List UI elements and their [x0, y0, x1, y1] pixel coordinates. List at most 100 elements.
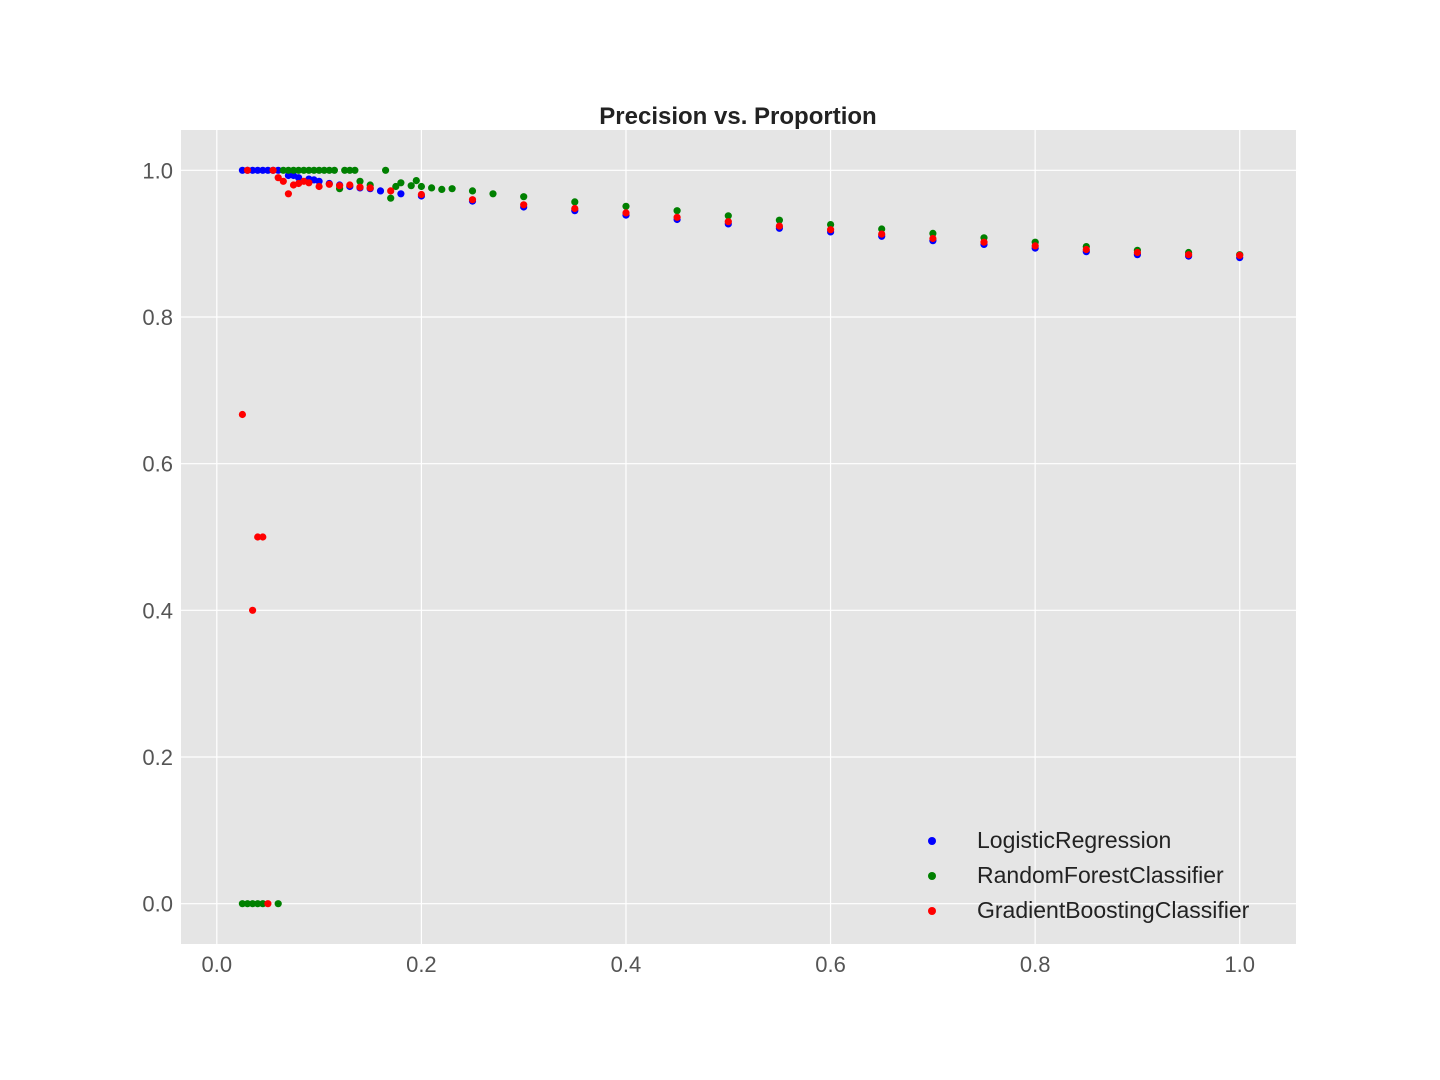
data-point [341, 166, 349, 174]
data-point [295, 174, 303, 182]
data-point [259, 900, 267, 908]
data-point [428, 184, 436, 192]
data-point [929, 229, 937, 237]
data-point [448, 185, 456, 193]
data-point [407, 182, 415, 190]
data-point [827, 221, 835, 229]
data-point [264, 166, 272, 174]
legend-label: RandomForestClassifier [977, 862, 1224, 888]
data-point [336, 182, 344, 190]
data-point [249, 166, 257, 174]
data-point [346, 181, 354, 189]
data-point [468, 187, 477, 195]
y-axis: 0.0 0.2 0.4 0.6 0.8 1.0 [142, 158, 173, 916]
data-point [468, 196, 477, 204]
data-point [387, 187, 395, 195]
data-point [254, 166, 262, 174]
data-point [279, 177, 287, 185]
data-point [351, 166, 359, 174]
data-point [295, 166, 303, 174]
data-point [980, 238, 988, 246]
data-point [1133, 248, 1141, 257]
data-point [673, 207, 681, 215]
data-point [356, 183, 364, 191]
data-point [305, 179, 313, 187]
legend-label: GradientBoostingClassifier [977, 897, 1250, 923]
data-point [878, 225, 886, 233]
data-point [489, 190, 497, 198]
data-point [254, 533, 262, 541]
data-point [775, 216, 784, 224]
x-axis: 0.0 0.2 0.4 0.6 0.8 1.0 [202, 952, 1256, 977]
y-tick-label: 0.6 [142, 452, 173, 477]
series-RandomForestClassifier [238, 166, 1244, 908]
data-point [243, 166, 252, 174]
data-point [520, 201, 528, 209]
data-point [356, 177, 364, 185]
data-point [254, 900, 262, 908]
plot-area [181, 130, 1296, 944]
data-point [376, 187, 385, 195]
data-point [673, 213, 681, 221]
data-point [397, 179, 405, 187]
chart-title: Precision vs. Proportion [599, 103, 876, 130]
data-point [412, 177, 420, 185]
data-point [264, 900, 272, 908]
data-point [284, 166, 292, 174]
x-tick-label: 0.8 [1020, 952, 1051, 977]
x-tick-label: 0.0 [202, 952, 233, 977]
data-point [305, 166, 313, 174]
data-point [878, 230, 886, 238]
data-point [284, 171, 292, 180]
data-point [274, 174, 282, 182]
data-point [438, 185, 446, 193]
data-point [1236, 251, 1244, 259]
data-point [325, 180, 333, 188]
grid [181, 130, 1296, 944]
data-points [238, 166, 1244, 908]
data-point [382, 166, 390, 174]
data-point [724, 212, 732, 220]
data-point [289, 166, 298, 174]
data-point [622, 209, 630, 217]
data-point [775, 222, 784, 230]
x-tick-label: 0.4 [611, 952, 642, 977]
data-point [243, 900, 252, 908]
data-point [724, 218, 732, 226]
data-point [929, 234, 937, 243]
x-tick-label: 0.2 [406, 952, 437, 977]
data-point [387, 194, 395, 202]
legend-label: LogisticRegression [977, 827, 1171, 853]
y-tick-label: 0.4 [142, 598, 173, 623]
data-point [249, 900, 257, 908]
data-point [284, 190, 292, 198]
data-point [274, 166, 282, 174]
data-point [571, 198, 579, 206]
data-point [315, 182, 323, 191]
data-point [315, 166, 323, 174]
data-point [249, 606, 257, 614]
data-point [622, 202, 630, 210]
data-point [1082, 245, 1090, 254]
data-point [269, 166, 277, 174]
data-point [346, 166, 354, 174]
data-point [827, 226, 835, 234]
data-point [520, 193, 528, 201]
x-tick-label: 0.6 [815, 952, 846, 977]
y-tick-label: 0.8 [142, 305, 173, 330]
y-tick-label: 0.2 [142, 745, 173, 770]
data-point [300, 166, 308, 174]
data-point [1185, 251, 1193, 259]
y-tick-label: 0.0 [142, 892, 173, 917]
data-point [310, 166, 318, 174]
legend: LogisticRegression RandomForestClassifier… [928, 827, 1250, 923]
data-point [259, 533, 267, 541]
data-point [238, 900, 246, 908]
data-point [571, 204, 579, 213]
series-GradientBoostingClassifier [238, 166, 1244, 908]
data-point [274, 900, 282, 908]
legend-marker [928, 837, 936, 845]
data-point [366, 184, 374, 192]
